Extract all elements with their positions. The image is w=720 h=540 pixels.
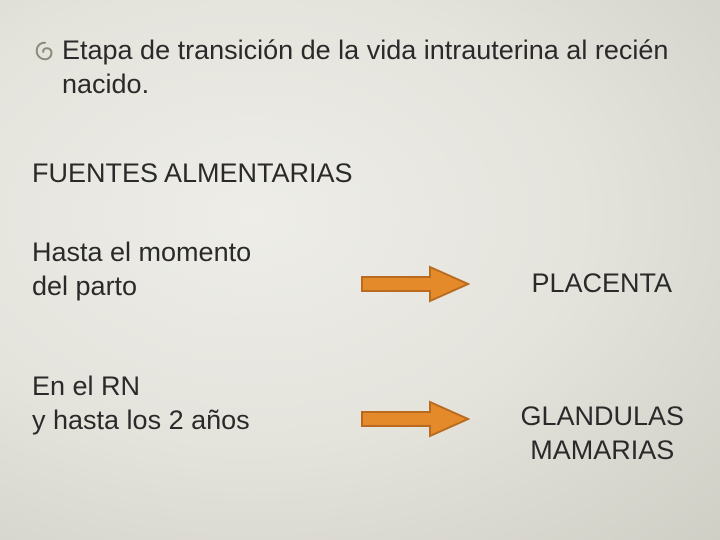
- arrow-shape: [362, 402, 468, 436]
- section-heading: FUENTES ALMENTARIAS: [32, 158, 353, 189]
- bullet-line: Etapa de transición de la vida intrauter…: [34, 34, 680, 102]
- row2-right: GLANDULAS MAMARIAS: [520, 400, 684, 468]
- row1-left-line1: Hasta el momento: [32, 237, 251, 267]
- row2-right-line2: MAMARIAS: [530, 435, 674, 465]
- arrow-icon: [360, 400, 470, 443]
- row1-left-line2: del parto: [32, 271, 137, 301]
- bullet-text: Etapa de transición de la vida intrauter…: [62, 34, 680, 102]
- row2-left: En el RN y hasta los 2 años: [32, 370, 250, 438]
- row2-right-line1: GLANDULAS: [520, 401, 684, 431]
- bullet-block: Etapa de transición de la vida intrauter…: [34, 34, 680, 102]
- swirl-bullet-icon: [34, 34, 62, 68]
- arrow-shape: [362, 267, 468, 301]
- slide: Etapa de transición de la vida intrauter…: [0, 0, 720, 540]
- row2-left-line2: y hasta los 2 años: [32, 405, 250, 435]
- row1-right: PLACENTA: [531, 268, 672, 299]
- row2-left-line1: En el RN: [32, 371, 140, 401]
- arrow-icon: [360, 265, 470, 308]
- row1-right-line1: PLACENTA: [531, 268, 672, 298]
- row1-left: Hasta el momento del parto: [32, 236, 251, 304]
